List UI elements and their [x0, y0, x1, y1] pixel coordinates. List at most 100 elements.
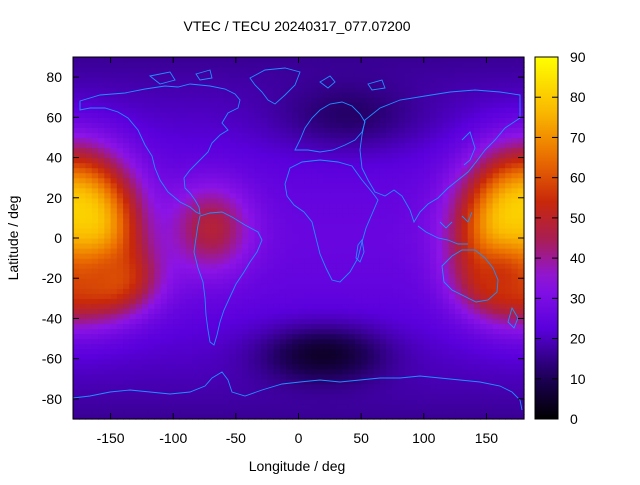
- heatmap-cell: [254, 283, 262, 289]
- heatmap-cell: [79, 253, 87, 259]
- heatmap-cell: [85, 137, 93, 144]
- heatmap-cell: [135, 363, 143, 370]
- heatmap-cell: [185, 112, 193, 118]
- heatmap-cell: [448, 67, 456, 73]
- heatmap-cell: [430, 117, 437, 123]
- heatmap-cell: [317, 177, 325, 184]
- heatmap-cell: [436, 222, 444, 229]
- heatmap-cell: [79, 222, 87, 229]
- heatmap-cell: [148, 82, 156, 88]
- heatmap-cell: [73, 378, 80, 385]
- heatmap-cell: [279, 147, 287, 154]
- heatmap-cell: [204, 182, 212, 189]
- heatmap-cell: [304, 243, 312, 249]
- heatmap-cell: [166, 273, 174, 279]
- heatmap-cell: [73, 212, 80, 219]
- heatmap-cell: [104, 338, 112, 345]
- heatmap-cell: [292, 222, 300, 229]
- heatmap-cell: [204, 348, 212, 355]
- heatmap-cell: [285, 82, 293, 88]
- heatmap-cell: [467, 268, 475, 274]
- heatmap-cell: [348, 293, 356, 299]
- heatmap-cell: [285, 222, 293, 229]
- heatmap-cell: [423, 127, 431, 134]
- heatmap-cell: [492, 353, 500, 360]
- heatmap-cell: [154, 112, 162, 118]
- heatmap-cell: [185, 67, 193, 73]
- heatmap-cell: [242, 192, 249, 199]
- heatmap-cell: [367, 343, 375, 350]
- heatmap-cell: [423, 383, 431, 390]
- heatmap-cell: [304, 137, 312, 144]
- heatmap-cell: [110, 227, 118, 234]
- heatmap-cell: [166, 383, 174, 390]
- heatmap-cell: [123, 408, 130, 415]
- heatmap-cell: [85, 202, 93, 209]
- heatmap-cell: [498, 62, 506, 68]
- heatmap-cell: [342, 87, 350, 93]
- heatmap-cell: [467, 293, 475, 299]
- heatmap-cell: [141, 368, 149, 375]
- heatmap-cell: [110, 323, 118, 330]
- heatmap-cell: [248, 328, 256, 335]
- heatmap-cell: [148, 278, 156, 284]
- heatmap-cell: [154, 303, 162, 309]
- heatmap-cell: [480, 147, 488, 154]
- heatmap-cell: [311, 393, 318, 400]
- heatmap-cell: [91, 87, 99, 93]
- heatmap-cell: [104, 157, 112, 164]
- heatmap-cell: [298, 157, 306, 164]
- heatmap-cell: [361, 102, 368, 108]
- heatmap-cell: [160, 398, 168, 405]
- heatmap-cell: [480, 157, 488, 164]
- heatmap-cell: [367, 122, 375, 128]
- heatmap-cell: [217, 212, 224, 219]
- heatmap-cell: [254, 212, 262, 219]
- heatmap-cell: [379, 398, 387, 405]
- heatmap-cell: [148, 122, 156, 128]
- heatmap-cell: [480, 323, 488, 330]
- heatmap-cell: [148, 318, 156, 325]
- heatmap-cell: [192, 207, 199, 214]
- heatmap-cell: [116, 142, 124, 149]
- heatmap-cell: [417, 87, 425, 93]
- heatmap-cell: [91, 192, 99, 199]
- heatmap-cell: [373, 87, 381, 93]
- heatmap-cell: [323, 207, 331, 214]
- heatmap-cell: [235, 167, 243, 174]
- heatmap-cell: [91, 323, 99, 330]
- heatmap-cell: [373, 197, 381, 204]
- heatmap-cell: [123, 202, 130, 209]
- heatmap-cell: [498, 378, 506, 385]
- heatmap-cell: [235, 293, 243, 299]
- heatmap-cell: [192, 263, 199, 269]
- heatmap-cell: [311, 268, 318, 274]
- heatmap-cell: [373, 192, 381, 199]
- heatmap-cell: [442, 338, 450, 345]
- heatmap-cell: [392, 308, 400, 315]
- heatmap-cell: [185, 408, 193, 415]
- heatmap-cell: [135, 298, 143, 304]
- heatmap-cell: [317, 152, 325, 159]
- heatmap-cell: [480, 358, 488, 365]
- heatmap-cell: [223, 323, 231, 330]
- heatmap-cell: [486, 298, 494, 304]
- heatmap-cell: [329, 112, 337, 118]
- heatmap-cell: [304, 222, 312, 229]
- heatmap-cell: [229, 82, 237, 88]
- heatmap-cell: [279, 92, 287, 98]
- heatmap-cell: [123, 338, 130, 345]
- heatmap-cell: [104, 343, 112, 350]
- heatmap-cell: [85, 278, 93, 284]
- heatmap-cell: [198, 293, 206, 299]
- heatmap-cell: [285, 358, 293, 365]
- heatmap-cell: [404, 408, 412, 415]
- heatmap-cell: [442, 232, 450, 239]
- heatmap-cell: [398, 167, 406, 174]
- heatmap-cell: [436, 207, 444, 214]
- heatmap-cell: [492, 338, 500, 345]
- heatmap-cell: [85, 328, 93, 335]
- heatmap-cell: [279, 393, 287, 400]
- heatmap-cell: [336, 192, 343, 199]
- heatmap-cell: [248, 243, 256, 249]
